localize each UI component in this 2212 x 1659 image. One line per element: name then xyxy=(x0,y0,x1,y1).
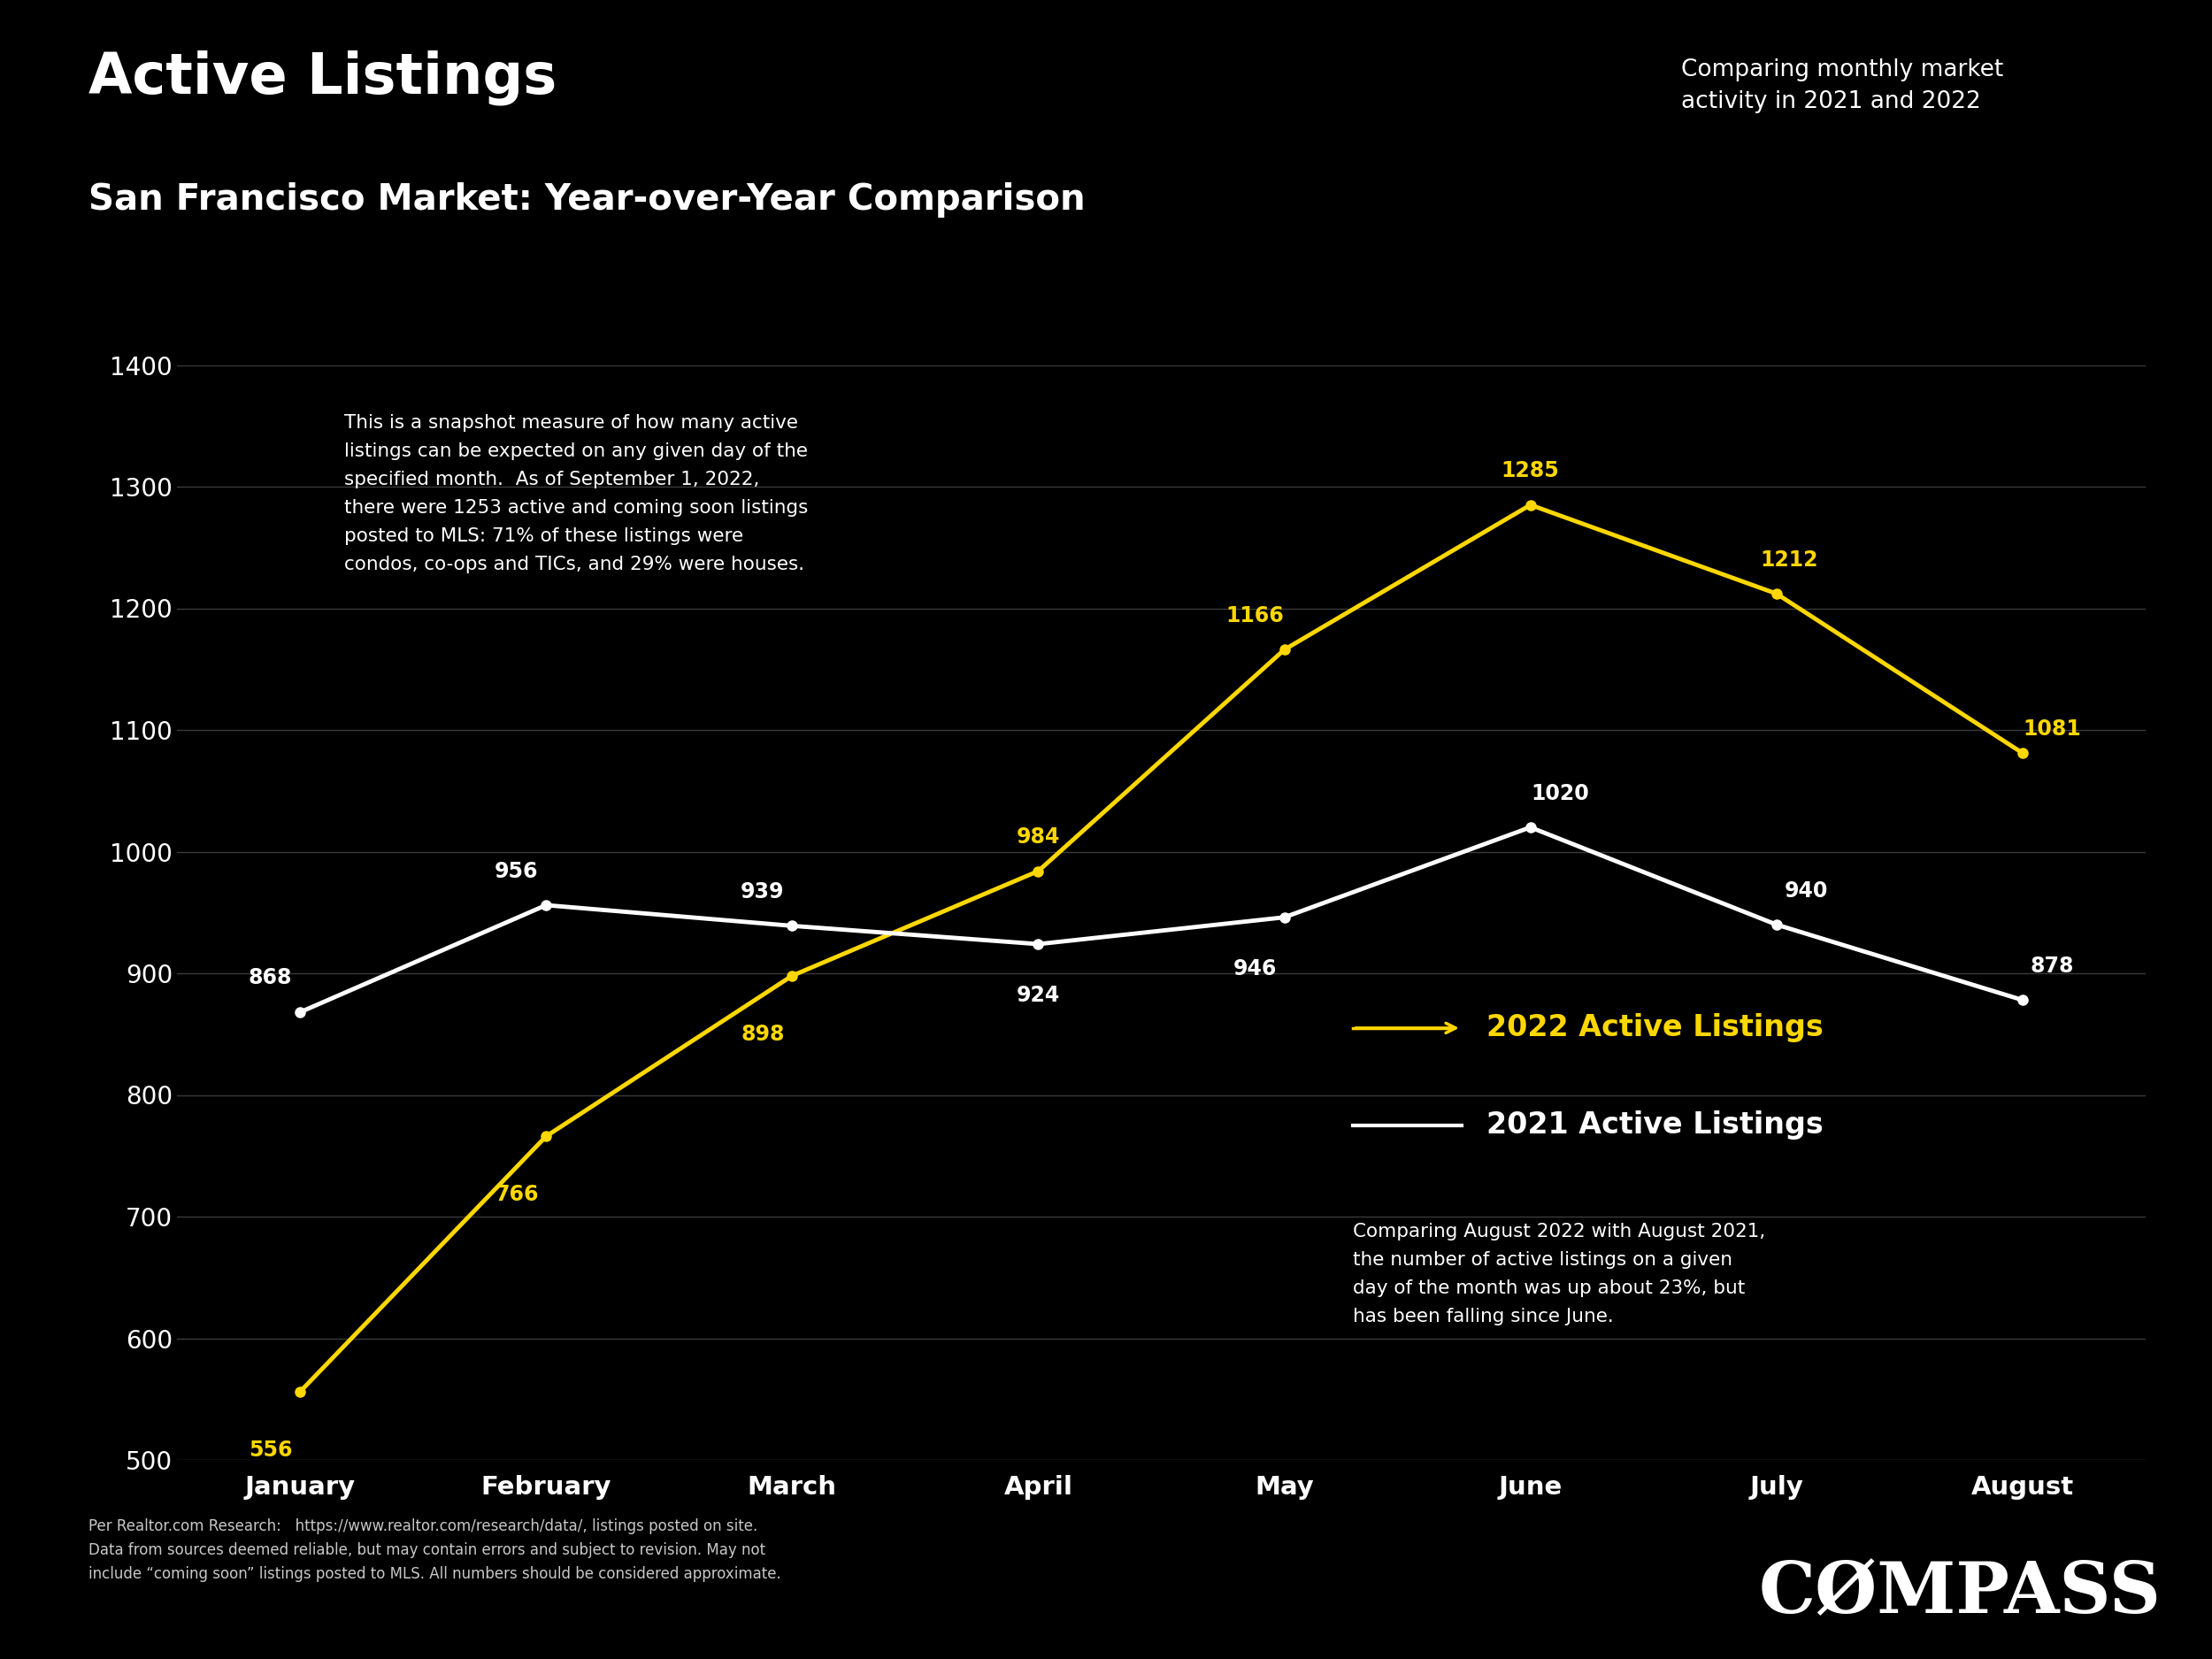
Text: 1212: 1212 xyxy=(1761,549,1818,571)
Text: 766: 766 xyxy=(495,1185,538,1206)
Text: 898: 898 xyxy=(741,1024,785,1045)
Text: 924: 924 xyxy=(1018,984,1060,1005)
Text: Active Listings: Active Listings xyxy=(88,50,557,105)
Text: 878: 878 xyxy=(2031,956,2075,977)
Text: 1285: 1285 xyxy=(1502,460,1559,481)
Text: Comparing monthly market
activity in 2021 and 2022: Comparing monthly market activity in 202… xyxy=(1681,58,2004,113)
Text: This is a snapshot measure of how many active
listings can be expected on any gi: This is a snapshot measure of how many a… xyxy=(345,413,807,572)
Text: 984: 984 xyxy=(1018,826,1060,848)
Text: 868: 868 xyxy=(248,967,292,989)
Text: 2022 Active Listings: 2022 Active Listings xyxy=(1486,1014,1823,1042)
Text: 946: 946 xyxy=(1232,957,1276,979)
Text: 956: 956 xyxy=(495,861,538,881)
Text: Comparing August 2022 with August 2021,
the number of active listings on a given: Comparing August 2022 with August 2021, … xyxy=(1354,1223,1765,1326)
Text: 556: 556 xyxy=(248,1440,292,1462)
Text: 2021 Active Listings: 2021 Active Listings xyxy=(1486,1112,1823,1140)
Text: 939: 939 xyxy=(741,881,785,902)
Text: 940: 940 xyxy=(1785,879,1827,901)
Text: 1081: 1081 xyxy=(2024,718,2081,740)
Text: 1020: 1020 xyxy=(1531,783,1588,805)
Text: San Francisco Market: Year-over-Year Comparison: San Francisco Market: Year-over-Year Com… xyxy=(88,182,1086,217)
Text: CØMPASS: CØMPASS xyxy=(1759,1559,2161,1629)
Text: 1166: 1166 xyxy=(1225,606,1283,625)
Text: Per Realtor.com Research:   https://www.realtor.com/research/data/, listings pos: Per Realtor.com Research: https://www.re… xyxy=(88,1518,781,1583)
